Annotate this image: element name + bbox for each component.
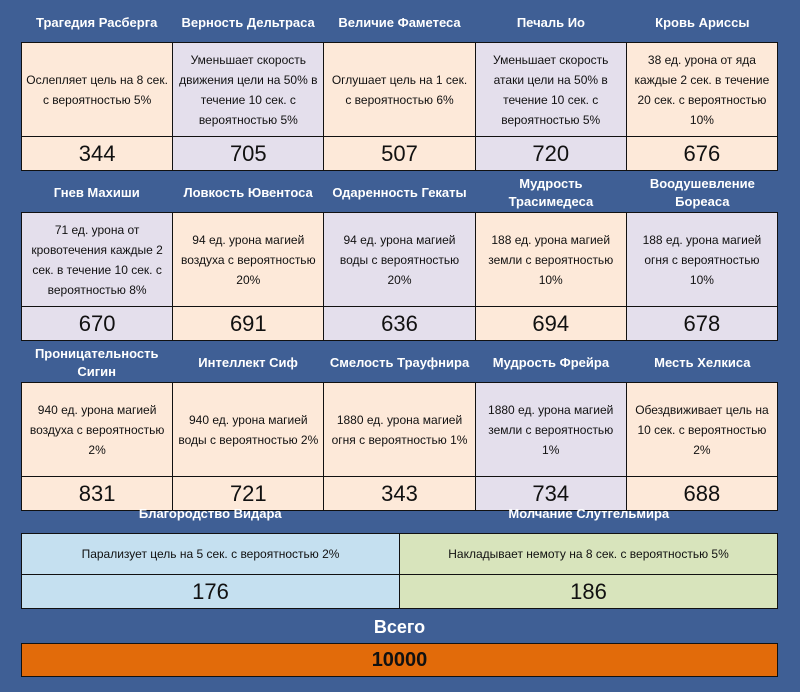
item-value: 720	[475, 137, 626, 170]
item-value: 344	[22, 137, 173, 170]
total-value: 10000	[21, 643, 778, 677]
item-value: 831	[22, 477, 173, 510]
item-cell: 940 ед. урона магией воздуха с вероятнос…	[22, 383, 173, 510]
item-value: 721	[173, 477, 324, 510]
item-desc: 38 ед. урона от яда каждые 2 сек. в тече…	[626, 43, 778, 136]
item-name: Смелость Трауфнира	[329, 355, 470, 370]
item-grid: 71 ед. урона от кровотечения каждые 2 се…	[21, 212, 778, 341]
item-desc: Оглушает цель на 1 сек. с вероятностью 6…	[324, 43, 475, 136]
item-row: Гнев Махиши Ловкость Ювентоса Одаренность …	[21, 174, 778, 341]
item-name: Воодушевление Бореаса	[649, 176, 755, 209]
item-name: Величие Фаметеса	[338, 15, 461, 30]
item-desc: Уменьшает скорость атаки цели на 50% в т…	[475, 43, 626, 136]
item-desc: 1880 ед. урона магией земли с вероятност…	[475, 383, 626, 476]
item-cell: Уменьшает скорость движения цели на 50% …	[173, 43, 324, 170]
item-row: Трагедия Расберга Верность Дельтраса Велич…	[21, 4, 778, 171]
bottom-item-desc: Накладывает немоту на 8 сек. с вероятнос…	[400, 534, 777, 574]
item-value: 705	[173, 137, 324, 170]
item-cell: 1880 ед. урона магией земли с вероятност…	[475, 383, 626, 510]
item-name: Одаренность Гекаты	[332, 185, 467, 200]
item-desc: Ослепляет цель на 8 сек. с вероятностью …	[22, 43, 173, 136]
item-desc: 71 ед. урона от кровотечения каждые 2 се…	[22, 213, 173, 306]
item-value: 694	[475, 307, 626, 340]
item-name: Верность Дельтраса	[181, 15, 315, 30]
item-desc: 940 ед. урона магией воздуха с вероятнос…	[22, 383, 173, 476]
item-row: Проницательность Сигин Интеллект Сиф Смело…	[21, 344, 778, 511]
item-name: Проницательность Сигин	[34, 346, 159, 379]
item-value: 676	[626, 137, 778, 170]
item-value: 734	[475, 477, 626, 510]
item-desc: Уменьшает скорость движения цели на 50% …	[173, 43, 324, 136]
item-cell: 71 ед. урона от кровотечения каждые 2 се…	[22, 213, 173, 340]
item-name: Мудрость Трасимедеса	[508, 176, 594, 209]
item-value: 343	[324, 477, 475, 510]
item-desc: 188 ед. урона магией огня с вероятностью…	[626, 213, 778, 306]
total-label: Всего	[373, 616, 426, 637]
item-desc: Обездвиживает цель на 10 сек. с вероятно…	[626, 383, 778, 476]
item-cell: 1880 ед. урона магией огня с вероятность…	[324, 383, 475, 510]
item-name: Мудрость Фрейра	[492, 355, 610, 370]
bottom-item-value: 186	[400, 575, 777, 608]
item-cell: Оглушает цель на 1 сек. с вероятностью 6…	[324, 43, 475, 170]
item-name: Месть Хелкиса	[654, 355, 751, 370]
item-cell: Обездвиживает цель на 10 сек. с вероятно…	[626, 383, 778, 510]
item-grid: 940 ед. урона магией воздуха с вероятнос…	[21, 382, 778, 511]
item-desc: 940 ед. урона магией воды с вероятностью…	[173, 383, 324, 476]
item-desc: 188 ед. урона магией земли с вероятность…	[475, 213, 626, 306]
item-desc: 1880 ед. урона магией огня с вероятность…	[324, 383, 475, 476]
item-value: 688	[626, 477, 778, 510]
item-value: 507	[324, 137, 475, 170]
bottom-item-name: Молчание Слутгельмира	[508, 505, 670, 521]
bottom-item-value: 176	[22, 575, 399, 608]
item-cell: 94 ед. урона магией воздуха с вероятност…	[173, 213, 324, 340]
item-value: 678	[626, 307, 778, 340]
item-cell: Ослепляет цель на 8 сек. с вероятностью …	[22, 43, 173, 170]
item-name: Трагедия Расберга	[36, 15, 158, 30]
item-value: 670	[22, 307, 173, 340]
item-desc: 94 ед. урона магией воздуха с вероятност…	[173, 213, 324, 306]
bottom-item-name: Благородство Видара	[138, 505, 282, 521]
item-name: Гнев Махиши	[53, 185, 140, 200]
item-value: 691	[173, 307, 324, 340]
bottom-grid: Парализует цель на 5 сек. с вероятностью…	[21, 533, 778, 609]
bottom-item-desc: Парализует цель на 5 сек. с вероятностью…	[22, 534, 399, 574]
item-name: Ловкость Ювентоса	[183, 185, 313, 200]
item-name: Печаль Ио	[516, 15, 586, 30]
item-cell: 188 ед. урона магией земли с вероятность…	[475, 213, 626, 340]
item-cell: 940 ед. урона магией воды с вероятностью…	[173, 383, 324, 510]
item-grid: Ослепляет цель на 8 сек. с вероятностью …	[21, 42, 778, 171]
item-cell: Уменьшает скорость атаки цели на 50% в т…	[475, 43, 626, 170]
item-cell: 188 ед. урона магией огня с вероятностью…	[626, 213, 778, 340]
bottom-section: Благородство Видара Молчание Слутгельмир…	[21, 493, 778, 609]
item-name: Интеллект Сиф	[198, 355, 298, 370]
item-desc: 94 ед. урона магией воды с вероятностью …	[324, 213, 475, 306]
item-cell: 38 ед. урона от яда каждые 2 сек. в тече…	[626, 43, 778, 170]
item-name: Кровь Ариссы	[655, 15, 750, 30]
item-value: 636	[324, 307, 475, 340]
item-cell: 94 ед. урона магией воды с вероятностью …	[324, 213, 475, 340]
